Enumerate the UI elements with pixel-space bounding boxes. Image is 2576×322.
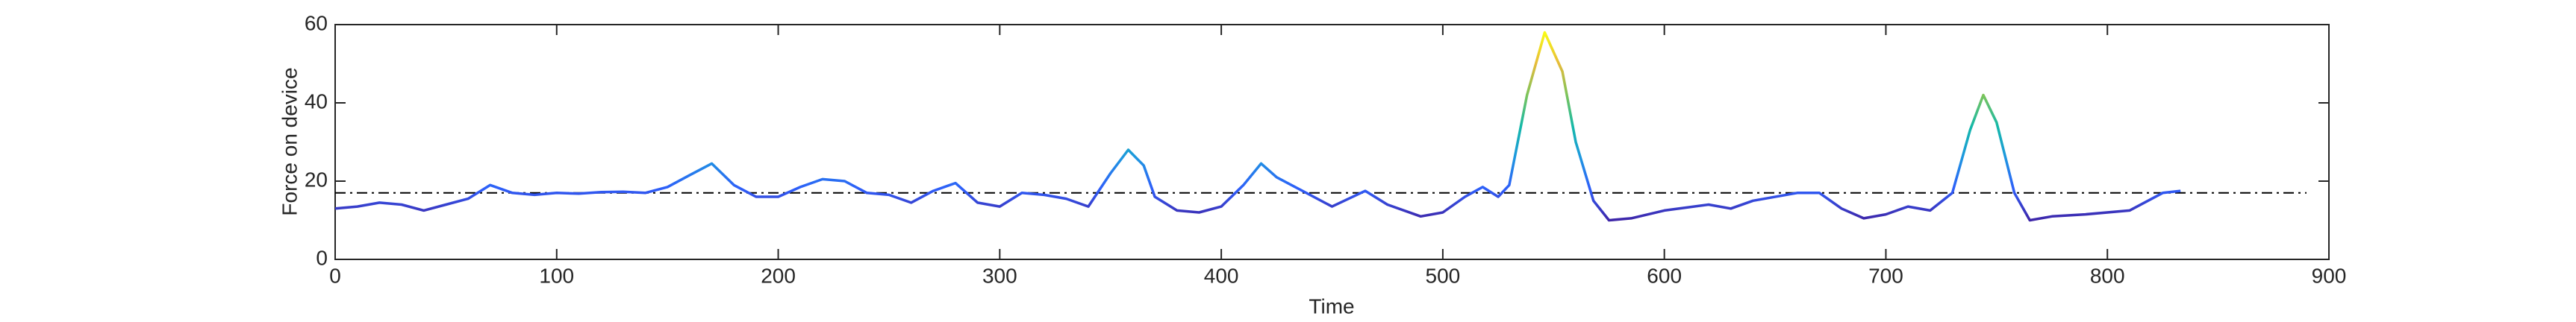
plot-box bbox=[334, 24, 2330, 260]
y-tick-label: 60 bbox=[305, 11, 328, 34]
y-axis-label: Force on device bbox=[278, 67, 301, 215]
y-tick-label: 40 bbox=[305, 89, 328, 113]
x-tick-label: 300 bbox=[982, 264, 1017, 287]
x-tick-label: 700 bbox=[1868, 264, 1903, 287]
x-tick-label: 900 bbox=[2312, 264, 2347, 287]
x-tick-label: 800 bbox=[2090, 264, 2125, 287]
y-tick-label: 0 bbox=[316, 246, 328, 269]
data-line bbox=[334, 31, 2181, 222]
x-tick-label: 500 bbox=[1426, 264, 1461, 287]
x-tick-label: 600 bbox=[1647, 264, 1682, 287]
x-tick-label: 400 bbox=[1204, 264, 1239, 287]
x-tick-label: 200 bbox=[761, 264, 796, 287]
y-tick-label: 20 bbox=[305, 168, 328, 191]
x-axis-label: Time bbox=[1309, 294, 1354, 318]
x-tick-label: 100 bbox=[539, 264, 574, 287]
x-tick-label: 0 bbox=[329, 264, 341, 287]
